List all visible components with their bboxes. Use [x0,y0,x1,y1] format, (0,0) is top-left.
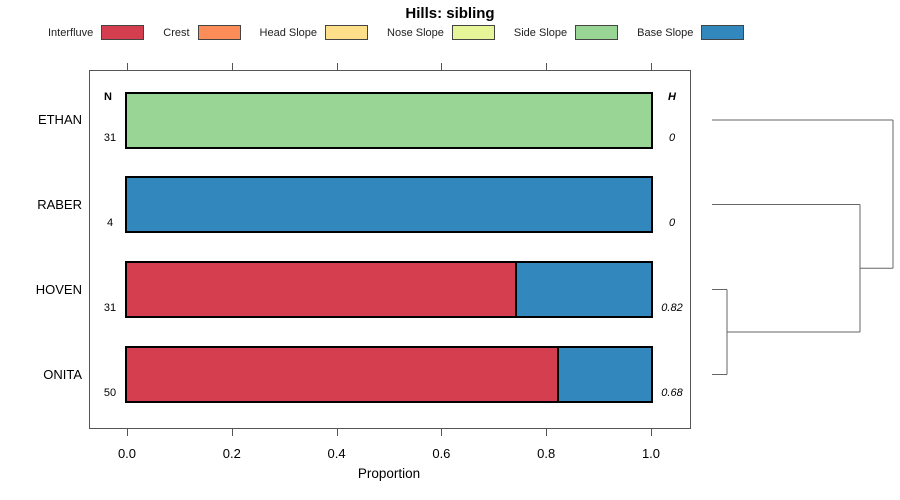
legend-item: Side Slope [513,25,619,40]
x-tick-label: 0.2 [222,446,241,461]
legend-color-swatch [325,25,369,40]
category-label: HOVEN [35,281,82,297]
legend-item-label: Base Slope [637,26,694,39]
x-tick-top [127,63,128,70]
bar-segment [127,178,651,231]
x-tick-label: 0.6 [432,446,451,461]
bar-segment [127,263,515,316]
x-axis-title: Proportion [357,466,421,481]
bar-segment [514,263,651,316]
x-tick-bottom [336,429,338,436]
legend-color-swatch [451,25,495,40]
x-tick-label: 0.0 [117,446,137,461]
x-tick-top [546,63,548,70]
legend: Interfluve Crest Head Slope Nose Slope Side … [48,25,745,40]
bar-segment [127,348,557,401]
chart-title: Hills: sibling [405,5,495,22]
stacked-bar [125,346,653,403]
legend-item-label: Head Slope [259,26,318,39]
n-value: 4 [106,216,114,229]
x-tick-label: 0.4 [327,446,346,461]
stacked-bar [125,176,653,233]
n-column-header: N [104,91,112,103]
bar-segment [127,93,651,147]
legend-item-label: Interfluve [48,26,94,39]
category-label: ETHAN [37,112,82,127]
legend-item: Base Slope [637,25,745,40]
legend-color-swatch [101,25,145,40]
h-value: 0.68 [661,386,683,399]
h-column-header: H [668,91,676,103]
x-tick-bottom [441,429,443,436]
stacked-bar [125,261,653,318]
legend-item: Nose Slope [387,25,495,40]
stacked-bar [125,91,653,149]
x-tick-bottom [651,429,652,436]
legend-color-swatch [575,25,619,40]
legend-item-label: Crest [163,26,190,39]
legend-item: Crest [163,25,241,40]
legend-color-swatch [197,25,241,40]
n-value: 31 [103,301,117,314]
legend-item: Interfluve [48,25,145,40]
x-tick-bottom [231,429,233,436]
category-label: RABER [37,196,82,212]
h-value: 0 [668,216,676,229]
x-tick-bottom [546,429,548,436]
legend-item-label: Nose Slope [387,26,444,39]
x-tick-bottom [127,429,128,436]
h-value: 0.82 [661,301,683,314]
category-label: ONITA [43,366,82,382]
legend-color-swatch [701,25,745,40]
legend-item-label: Side Slope [513,26,568,39]
legend-item: Head Slope [260,25,369,40]
n-value: 31 [103,132,117,144]
bar-segment [556,348,651,401]
x-tick-top [336,63,338,70]
x-tick-top [231,63,233,70]
x-tick-top [651,63,652,70]
n-value: 50 [103,386,117,399]
x-tick-label: 1.0 [641,446,661,461]
x-tick-top [441,63,443,70]
h-value: 0 [668,132,676,144]
x-tick-label: 0.8 [537,446,556,461]
